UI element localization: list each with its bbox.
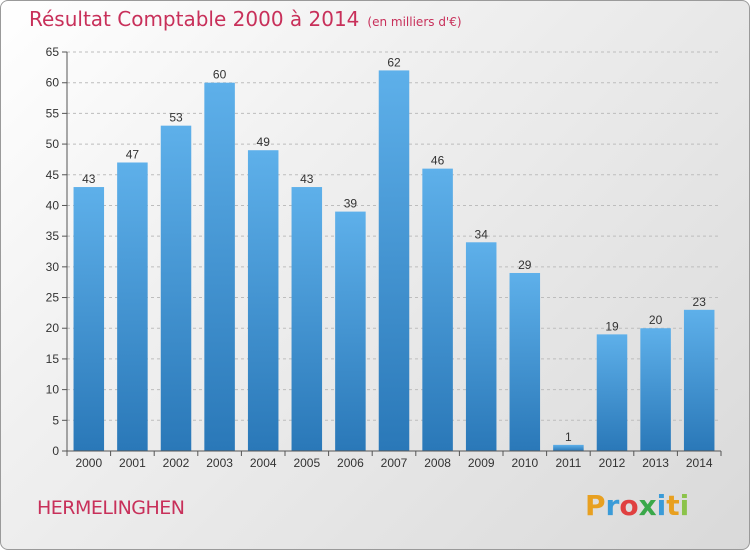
- bar-2000: [73, 187, 105, 452]
- town-name: HERMELINGHEN: [37, 497, 185, 519]
- value-label-2004: 49: [257, 135, 271, 149]
- bar-2003: [204, 82, 235, 451]
- x-tick-label-2014: 2014: [686, 456, 713, 470]
- proxiti-logo: Proxiti: [585, 489, 689, 522]
- value-label-2009: 34: [475, 227, 489, 241]
- bar-2005: [291, 187, 323, 452]
- bar-2009: [465, 242, 497, 451]
- bar-2010: [509, 272, 541, 451]
- value-label-2002: 53: [169, 111, 183, 125]
- y-tick-label: 35: [46, 229, 60, 243]
- value-label-2010: 29: [518, 258, 532, 272]
- x-tick-label-2011: 2011: [555, 456, 581, 470]
- x-tick-label-2000: 2000: [75, 456, 102, 470]
- x-tick-label-2013: 2013: [642, 456, 669, 470]
- value-label-2005: 43: [300, 172, 314, 186]
- x-tick-label-2003: 2003: [206, 456, 233, 470]
- y-tick-label: 65: [46, 45, 60, 59]
- bar-2004: [247, 150, 279, 451]
- y-tick-label: 20: [46, 321, 60, 335]
- logo-letter: i: [679, 489, 690, 522]
- value-label-2001: 47: [126, 147, 140, 161]
- x-tick-label-2009: 2009: [468, 456, 495, 470]
- y-tick-label: 45: [46, 168, 60, 182]
- bar-2001: [117, 162, 148, 451]
- bar-2013: [640, 328, 671, 451]
- bar-2007: [378, 70, 410, 452]
- value-label-2007: 62: [387, 55, 401, 69]
- bar-2008: [422, 168, 453, 451]
- chart-title-text: Résultat Comptable 2000 à 2014: [29, 7, 360, 31]
- bar-2014: [683, 309, 715, 451]
- chart-subtitle: (en milliers d'€): [367, 15, 462, 29]
- y-tick-label: 50: [46, 137, 60, 151]
- y-tick-label: 55: [46, 106, 60, 120]
- x-tick-label-2001: 2001: [119, 456, 146, 470]
- y-tick-label: 40: [46, 198, 60, 212]
- y-tick-label: 0: [52, 444, 59, 458]
- bar-2011: [553, 444, 584, 451]
- x-tick-label-2007: 2007: [381, 456, 408, 470]
- y-tick-label: 15: [46, 352, 60, 366]
- x-tick-label-2004: 2004: [250, 456, 277, 470]
- chart-title: Résultat Comptable 2000 à 2014 (en millie…: [29, 7, 462, 31]
- x-tick-label-2005: 2005: [293, 456, 320, 470]
- logo-letter: r: [605, 489, 620, 522]
- value-label-2012: 19: [605, 319, 619, 333]
- value-label-2014: 23: [693, 295, 707, 309]
- bar-2002: [160, 125, 192, 452]
- value-label-2013: 20: [649, 313, 663, 327]
- y-tick-label: 25: [46, 291, 60, 305]
- logo-letter: i: [656, 489, 667, 522]
- bar-2012: [596, 334, 628, 451]
- value-label-2006: 39: [344, 197, 358, 211]
- y-tick-label: 30: [46, 260, 60, 274]
- logo-letter: x: [638, 489, 657, 522]
- value-label-2000: 43: [82, 172, 96, 186]
- value-label-2011: 1: [565, 430, 572, 444]
- logo-letter: P: [585, 489, 606, 522]
- x-tick-label-2008: 2008: [424, 456, 451, 470]
- logo-letter: t: [666, 489, 680, 522]
- bar-2006: [335, 211, 366, 451]
- y-tick-label: 10: [46, 383, 60, 397]
- x-tick-label-2006: 2006: [337, 456, 364, 470]
- x-tick-label-2002: 2002: [163, 456, 190, 470]
- logo-letter: o: [619, 489, 639, 522]
- y-tick-label: 5: [52, 413, 59, 427]
- x-tick-label-2012: 2012: [599, 456, 626, 470]
- x-tick-label-2010: 2010: [511, 456, 538, 470]
- value-label-2008: 46: [431, 154, 445, 168]
- y-tick-label: 60: [46, 76, 60, 90]
- value-label-2003: 60: [213, 68, 227, 82]
